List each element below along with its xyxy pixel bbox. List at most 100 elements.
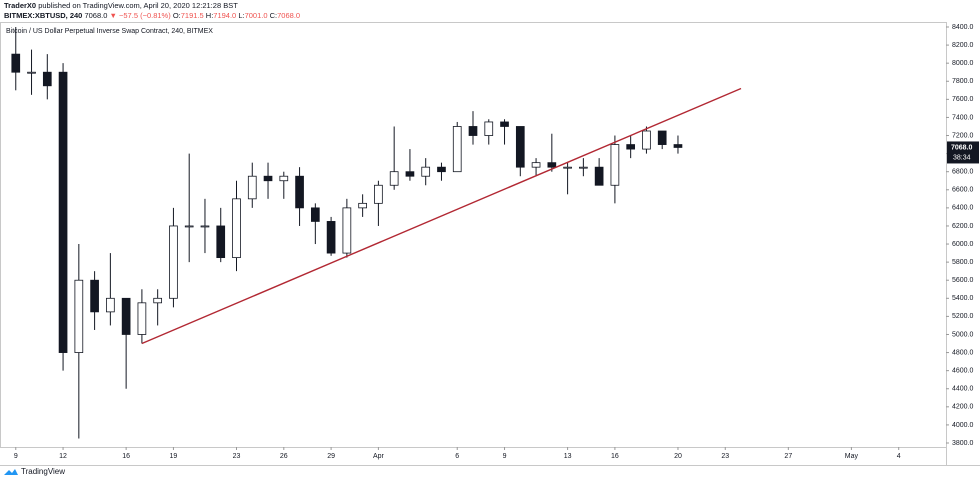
candle-body bbox=[437, 166, 446, 173]
candle-body bbox=[279, 175, 289, 182]
y-tick-label: 5200.0 bbox=[952, 313, 974, 320]
candle-body bbox=[137, 302, 147, 335]
candle-body bbox=[310, 207, 320, 222]
last-price-box bbox=[947, 141, 979, 164]
y-tick-label: 8000.0 bbox=[952, 60, 974, 67]
y-tick-label: 4600.0 bbox=[952, 367, 974, 374]
x-tick-label: 29 bbox=[327, 453, 335, 460]
candle-body bbox=[452, 126, 462, 173]
candle-body bbox=[106, 297, 115, 313]
y-tick-label: 8200.0 bbox=[952, 42, 974, 49]
candle-body bbox=[121, 297, 131, 335]
high-label: H: bbox=[206, 11, 214, 20]
candle-body bbox=[563, 166, 572, 169]
trendline bbox=[141, 87, 742, 345]
candle-body bbox=[484, 121, 494, 136]
x-tick-label: 9 bbox=[14, 453, 18, 460]
y-tick-label: 6200.0 bbox=[952, 223, 974, 230]
x-tick-label: 9 bbox=[503, 453, 507, 460]
y-tick-label: 7200.0 bbox=[952, 132, 974, 139]
symbol: BITMEX:XBTUSD, 240 bbox=[4, 11, 82, 20]
candle-body bbox=[27, 71, 36, 74]
candle-body bbox=[500, 121, 509, 127]
x-tick-label: 16 bbox=[611, 453, 619, 460]
close-label: C: bbox=[270, 11, 278, 20]
x-tick-label: 6 bbox=[455, 453, 459, 460]
candle-body bbox=[610, 144, 620, 186]
header-line: TraderX0 published on TradingView.com, A… bbox=[4, 1, 238, 10]
y-tick-label: 4200.0 bbox=[952, 404, 974, 411]
candle-body bbox=[42, 71, 52, 87]
candle-body bbox=[421, 166, 431, 177]
x-tick-label: 19 bbox=[170, 453, 178, 460]
candle-body bbox=[184, 225, 194, 228]
countdown-label: 38:34 bbox=[953, 154, 971, 161]
x-tick-label: 13 bbox=[564, 453, 572, 460]
y-tick-label: 8400.0 bbox=[952, 24, 974, 31]
author: TraderX0 bbox=[4, 1, 36, 10]
x-tick-label: 4 bbox=[897, 453, 901, 460]
y-tick-label: 5600.0 bbox=[952, 277, 974, 284]
symbol-line: BITMEX:XBTUSD, 240 7068.0 ▼ −57.5 (−0.81… bbox=[4, 11, 300, 20]
y-tick-label: 4800.0 bbox=[952, 349, 974, 356]
x-tick-label: 23 bbox=[233, 453, 241, 460]
last: 7068.0 bbox=[84, 11, 107, 20]
candle-body bbox=[263, 175, 273, 182]
candle-body bbox=[295, 175, 304, 209]
candle-body bbox=[232, 198, 241, 259]
plot-frame bbox=[0, 22, 947, 448]
candle-body bbox=[358, 202, 367, 209]
footer-brand: TradingView bbox=[21, 467, 65, 476]
candle-body bbox=[547, 162, 557, 168]
candle-body bbox=[626, 144, 636, 150]
candle-body bbox=[11, 53, 21, 73]
last-price-label: 7068.0 bbox=[951, 144, 973, 151]
y-tick-label: 7800.0 bbox=[952, 78, 974, 85]
candle-body bbox=[169, 225, 178, 299]
y-tick-label: 5000.0 bbox=[952, 331, 974, 338]
candle-body bbox=[657, 130, 667, 145]
candle-body bbox=[247, 175, 257, 200]
y-tick-label: 5800.0 bbox=[952, 259, 974, 266]
low: 7001.0 bbox=[245, 11, 268, 20]
x-tick-label: Apr bbox=[373, 453, 385, 460]
close: 7068.0 bbox=[277, 11, 300, 20]
x-tick-label: 12 bbox=[59, 453, 67, 460]
x-tick-label: 20 bbox=[674, 453, 682, 460]
candle-body bbox=[673, 144, 683, 148]
candle-body bbox=[594, 166, 604, 186]
candle-body bbox=[200, 225, 210, 228]
legend-title: Bitcoin / US Dollar Perpetual Inverse Sw… bbox=[6, 28, 213, 35]
candle-body bbox=[216, 225, 226, 259]
y-tick-label: 4000.0 bbox=[952, 422, 974, 429]
candle-body bbox=[342, 207, 352, 254]
x-tick-label: 23 bbox=[721, 453, 729, 460]
candle-body bbox=[642, 130, 651, 150]
candle-body bbox=[468, 126, 478, 136]
candle-body bbox=[74, 279, 84, 353]
candle-body bbox=[90, 279, 99, 313]
y-tick-label: 6600.0 bbox=[952, 187, 974, 194]
open-label: O: bbox=[173, 11, 181, 20]
high: 7194.0 bbox=[213, 11, 236, 20]
open: 7191.5 bbox=[181, 11, 204, 20]
candle-body bbox=[515, 126, 525, 168]
y-tick-label: 6000.0 bbox=[952, 241, 974, 248]
footer-logo: TradingView bbox=[4, 467, 65, 476]
y-tick-label: 4400.0 bbox=[952, 386, 974, 393]
candle-body bbox=[405, 171, 415, 177]
low-label: L: bbox=[238, 11, 244, 20]
candle-body bbox=[531, 162, 541, 168]
x-tick-label: 26 bbox=[280, 453, 288, 460]
published: published on TradingView.com, April 20, … bbox=[38, 1, 238, 10]
y-tick-label: 5400.0 bbox=[952, 295, 974, 302]
y-tick-label: 6800.0 bbox=[952, 169, 974, 176]
x-tick-label: May bbox=[845, 453, 859, 460]
candle-body bbox=[389, 171, 399, 186]
y-tick-label: 7600.0 bbox=[952, 96, 974, 103]
candle-body bbox=[58, 71, 68, 353]
y-tick-label: 7400.0 bbox=[952, 114, 974, 121]
x-tick-label: 27 bbox=[784, 453, 792, 460]
candle-body bbox=[153, 297, 163, 304]
